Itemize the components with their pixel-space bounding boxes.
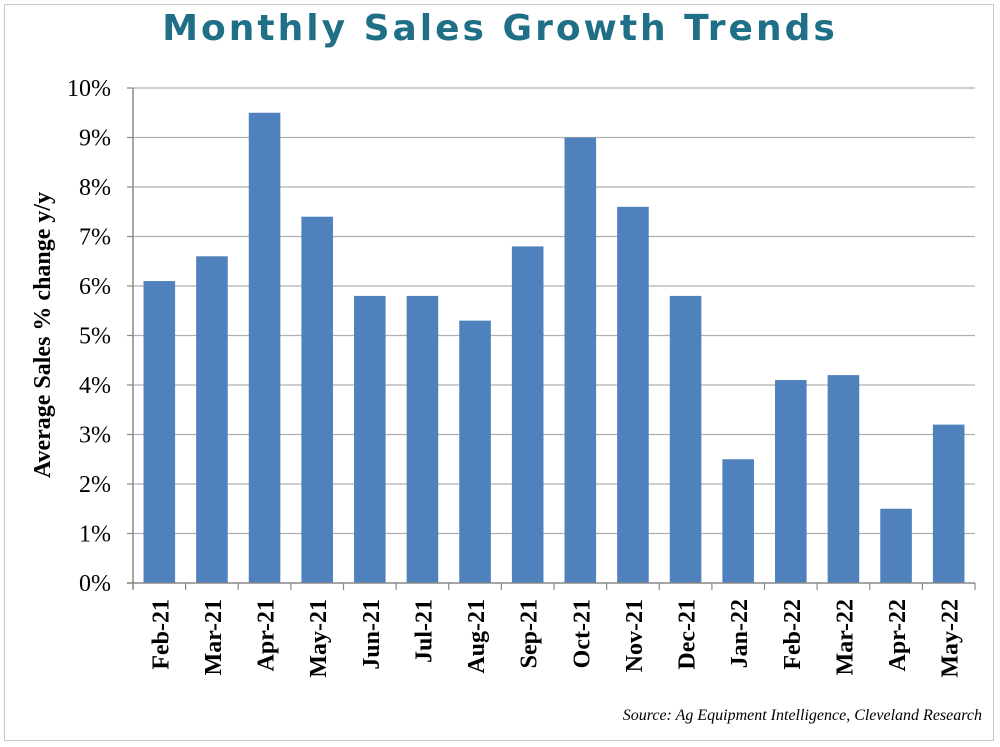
bar-may-21: [301, 216, 333, 583]
x-tick-label: Mar-22: [832, 599, 858, 675]
x-tick-label: Dec-21: [675, 599, 701, 670]
bar-nov-21: [617, 206, 649, 584]
bar-may-22: [932, 424, 965, 583]
x-tick-label: Apr-22: [885, 599, 911, 671]
x-tick-label: Oct-21: [569, 599, 595, 668]
y-tick-label: 4%: [79, 373, 111, 399]
y-tick-label: 5%: [79, 324, 111, 350]
bar-aug-21: [459, 320, 491, 583]
bar-jan-22: [722, 459, 754, 583]
y-tick-label: 10%: [67, 76, 111, 102]
x-tick-label: May-22: [938, 599, 964, 678]
bar-mar-21: [196, 256, 228, 583]
x-tick-label: Jul-21: [411, 599, 437, 663]
y-tick-label: 3%: [79, 423, 111, 449]
bar-apr-21: [248, 112, 281, 583]
bar-feb-21: [143, 281, 176, 583]
bars: [143, 112, 965, 584]
bar-mar-22: [827, 375, 860, 583]
y-tick-label: 8%: [79, 175, 111, 201]
y-tick-label: 9%: [79, 126, 111, 152]
x-tick-label: Aug-21: [464, 599, 490, 674]
x-axis-tick-labels: Feb-21 Mar-21 Apr-21 May-21 Jun-21 Jul-21 Aug-…: [148, 599, 963, 678]
y-axis-label: Average Sales % change y/y: [30, 192, 56, 478]
bar-jun-21: [354, 295, 386, 583]
y-tick-label: 6%: [79, 274, 111, 300]
bar-sep-21: [511, 246, 544, 583]
bar-dec-21: [669, 295, 702, 583]
y-axis-tick-labels: 0% 1% 2% 3% 4% 5% 6% 7% 8% 9% 10%: [67, 76, 111, 597]
bar-apr-22: [880, 508, 912, 583]
axes: [127, 87, 976, 590]
x-tick-label: Mar-21: [201, 599, 227, 675]
bar-oct-21: [564, 137, 597, 583]
x-tick-label: Sep-21: [517, 599, 543, 668]
x-tick-label: May-21: [306, 599, 332, 678]
x-tick-label: Feb-22: [780, 599, 806, 670]
y-tick-label: 7%: [79, 225, 111, 251]
x-tick-label: Feb-21: [148, 599, 174, 670]
bar-jul-21: [406, 295, 439, 583]
y-tick-label: 2%: [79, 472, 111, 498]
y-tick-label: 1%: [79, 522, 111, 548]
x-tick-label: Jun-21: [359, 599, 385, 670]
bar-feb-22: [775, 380, 807, 583]
source-note: Source: Ag Equipment Intelligence, Cleve…: [622, 707, 982, 724]
chart-title: Monthly Sales Growth Trends: [162, 8, 838, 49]
x-tick-label: Apr-21: [254, 599, 280, 671]
y-tick-label: 0%: [79, 571, 111, 597]
x-tick-label: Jan-22: [727, 599, 753, 668]
x-tick-label: Nov-21: [622, 599, 648, 672]
